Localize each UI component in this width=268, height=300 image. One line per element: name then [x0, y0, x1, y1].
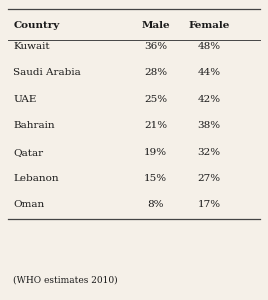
Text: 44%: 44% — [198, 68, 221, 77]
Text: 48%: 48% — [198, 42, 221, 51]
Text: 17%: 17% — [198, 200, 221, 209]
Text: 28%: 28% — [144, 68, 167, 77]
Text: 36%: 36% — [144, 42, 167, 51]
Text: 8%: 8% — [147, 200, 164, 209]
Text: Bahrain: Bahrain — [13, 121, 55, 130]
Text: Saudi Arabia: Saudi Arabia — [13, 68, 81, 77]
Text: Qatar: Qatar — [13, 148, 43, 157]
Text: Kuwait: Kuwait — [13, 42, 50, 51]
Text: 21%: 21% — [144, 121, 167, 130]
Text: (WHO estimates 2010): (WHO estimates 2010) — [13, 276, 118, 285]
Text: Oman: Oman — [13, 200, 45, 209]
Text: 15%: 15% — [144, 174, 167, 183]
Text: 27%: 27% — [198, 174, 221, 183]
Text: UAE: UAE — [13, 95, 37, 104]
Text: Lebanon: Lebanon — [13, 174, 59, 183]
Text: 38%: 38% — [198, 121, 221, 130]
Text: Female: Female — [188, 21, 230, 30]
Text: Male: Male — [141, 21, 170, 30]
Text: 19%: 19% — [144, 148, 167, 157]
Text: 32%: 32% — [198, 148, 221, 157]
Text: 42%: 42% — [198, 95, 221, 104]
Text: 25%: 25% — [144, 95, 167, 104]
Text: Country: Country — [13, 21, 60, 30]
